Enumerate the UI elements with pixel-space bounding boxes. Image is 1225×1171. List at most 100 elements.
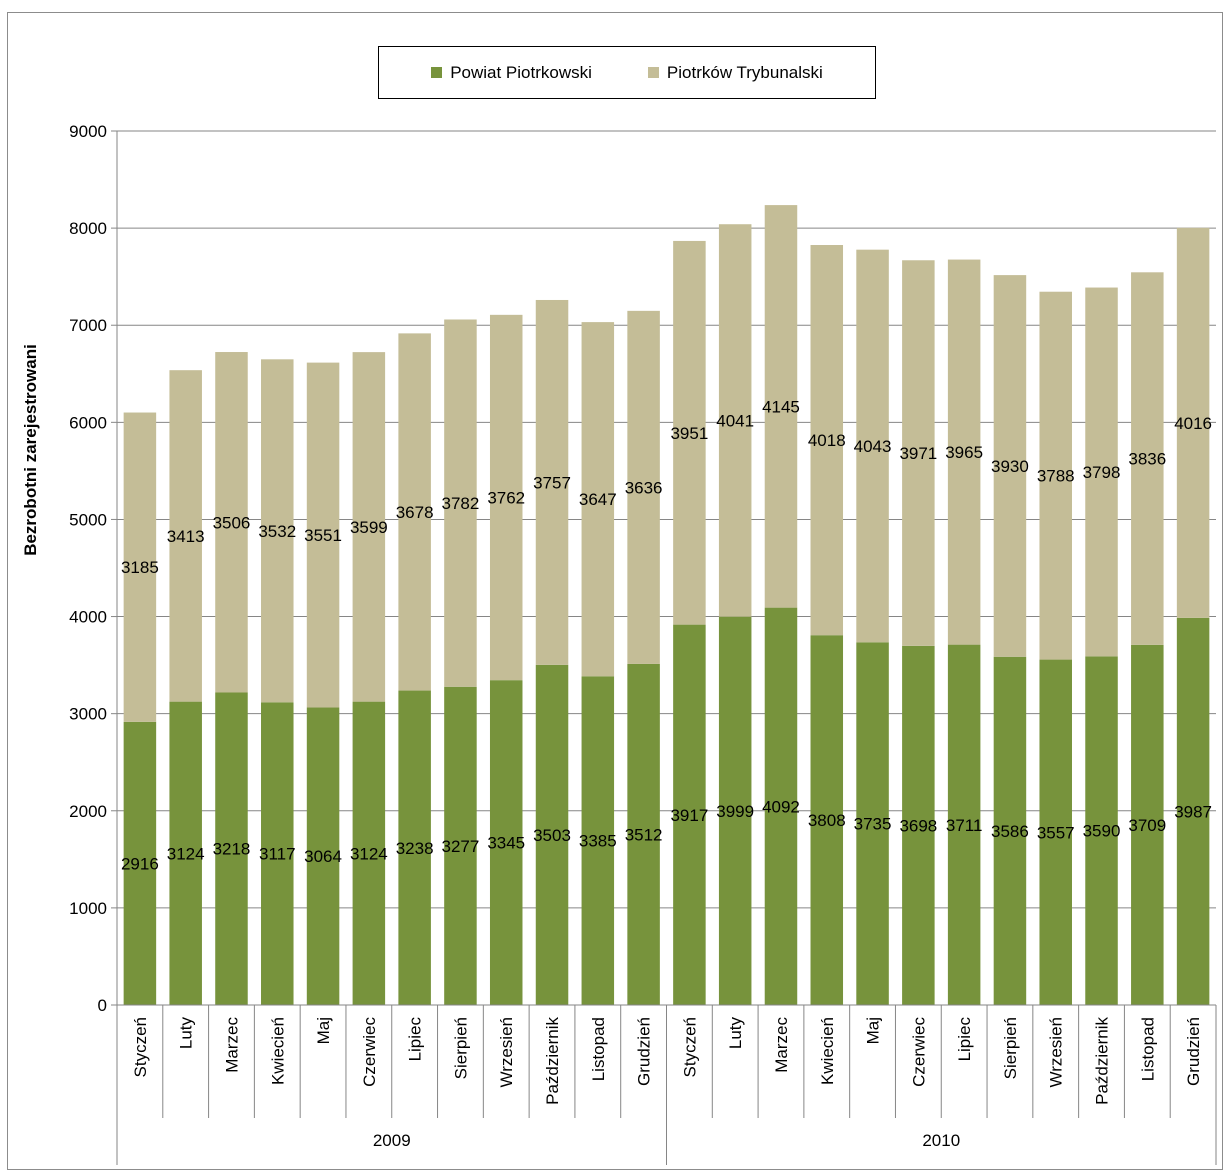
bar-powiat-piotrkowski	[581, 676, 615, 1005]
x-tick-label: Marzec	[772, 1017, 791, 1073]
bar-piotrkow-trybunalski	[993, 275, 1027, 657]
value-label-piotrkow-trybunalski: 3782	[442, 494, 480, 513]
x-tick-label: Listopad	[1138, 1017, 1157, 1081]
value-label-piotrkow-trybunalski: 3788	[1037, 467, 1075, 486]
bar-powiat-piotrkowski	[718, 616, 752, 1005]
x-tick-label: Marzec	[222, 1017, 241, 1073]
x-tick-label: Wrzesień	[1047, 1017, 1066, 1088]
bar-powiat-piotrkowski	[261, 702, 294, 1005]
bar-powiat-piotrkowski	[947, 644, 981, 1005]
bar-powiat-piotrkowski	[1131, 644, 1164, 1005]
bars	[123, 205, 1210, 1005]
bar-powiat-piotrkowski	[902, 645, 935, 1005]
value-label-powiat-piotrkowski: 2916	[121, 854, 159, 873]
x-tick-label: Wrzesień	[497, 1017, 516, 1088]
bar-piotrkow-trybunalski	[489, 314, 523, 681]
axes: 0 1000 2000 3000 4000 5000 6000 7000 8000 9000 Sty…	[69, 122, 1217, 1165]
bar-powiat-piotrkowski	[627, 663, 660, 1005]
value-label-piotrkow-trybunalski: 3647	[579, 490, 617, 509]
bar-piotrkow-trybunalski	[398, 333, 431, 691]
bar-piotrkow-trybunalski	[306, 362, 340, 708]
x-tick-label: Kwiecień	[818, 1017, 837, 1085]
gridlines	[117, 130, 1216, 909]
y-tick-label: 5000	[69, 510, 107, 529]
x-tick-label: Styczeń	[131, 1017, 150, 1077]
value-label-piotrkow-trybunalski: 4018	[808, 431, 846, 450]
value-label-piotrkow-trybunalski: 3965	[945, 443, 983, 462]
x-tick-label: Grudzień	[635, 1017, 654, 1086]
bar-powiat-piotrkowski	[352, 701, 386, 1005]
bar-powiat-piotrkowski	[169, 701, 202, 1005]
bar-piotrkow-trybunalski	[444, 319, 477, 687]
bar-powiat-piotrkowski	[489, 680, 523, 1005]
x-tick-label: Luty	[726, 1017, 745, 1050]
bar-piotrkow-trybunalski	[627, 310, 660, 664]
bar-piotrkow-trybunalski	[856, 249, 889, 643]
value-label-powiat-piotrkowski: 3735	[854, 815, 892, 834]
legend-swatch-series-1	[647, 67, 659, 78]
x-group-label: 2009	[373, 1131, 411, 1150]
value-label-powiat-piotrkowski: 4092	[762, 797, 800, 816]
value-label-powiat-piotrkowski: 3064	[304, 847, 342, 866]
value-label-piotrkow-trybunalski: 3762	[487, 488, 525, 507]
x-tick-label: Maj	[864, 1017, 883, 1044]
value-label-piotrkow-trybunalski: 3757	[533, 473, 571, 492]
y-tick-label: 0	[98, 996, 107, 1015]
x-tick-label: Lipiec	[955, 1017, 974, 1062]
x-tick-label: Listopad	[589, 1017, 608, 1081]
x-tick-label: Czerwiec	[909, 1017, 928, 1087]
value-label-powiat-piotrkowski: 3586	[991, 822, 1029, 841]
bar-piotrkow-trybunalski	[902, 260, 935, 646]
y-tick-label: 1000	[69, 899, 107, 918]
value-label-piotrkow-trybunalski: 3930	[991, 457, 1029, 476]
bar-powiat-piotrkowski	[123, 721, 157, 1005]
x-tick-label: Lipiec	[406, 1017, 425, 1062]
value-label-powiat-piotrkowski: 3117	[259, 845, 296, 864]
x-tick-label: Maj	[314, 1017, 333, 1044]
value-label-powiat-piotrkowski: 3345	[487, 834, 525, 853]
bar-powiat-piotrkowski	[993, 656, 1027, 1005]
value-label-powiat-piotrkowski: 3277	[442, 837, 480, 856]
bar-piotrkow-trybunalski	[1176, 227, 1210, 618]
value-label-piotrkow-trybunalski: 3678	[396, 503, 434, 522]
y-tick-label: 8000	[69, 219, 107, 238]
bar-powiat-piotrkowski	[856, 642, 889, 1005]
bar-piotrkow-trybunalski	[215, 352, 248, 693]
bar-piotrkow-trybunalski	[947, 259, 981, 645]
bar-powiat-piotrkowski	[535, 664, 569, 1005]
value-label-powiat-piotrkowski: 3917	[670, 806, 708, 825]
bar-piotrkow-trybunalski	[764, 205, 798, 608]
y-tick-label: 4000	[69, 608, 107, 627]
bar-powiat-piotrkowski	[764, 607, 798, 1005]
value-label-piotrkow-trybunalski: 3836	[1128, 450, 1166, 469]
value-label-powiat-piotrkowski: 3999	[716, 802, 754, 821]
legend-label-series-0: Powiat Piotrkowski	[450, 62, 592, 82]
value-label-powiat-piotrkowski: 3503	[533, 826, 571, 845]
y-tick-label: 6000	[69, 413, 107, 432]
bar-powiat-piotrkowski	[1085, 656, 1118, 1005]
value-label-piotrkow-trybunalski: 3971	[899, 444, 937, 463]
value-label-piotrkow-trybunalski: 4016	[1174, 414, 1212, 433]
x-tick-label: Grudzień	[1184, 1017, 1203, 1086]
value-label-piotrkow-trybunalski: 4043	[854, 437, 892, 456]
bar-piotrkow-trybunalski	[718, 224, 752, 617]
value-label-powiat-piotrkowski: 3987	[1174, 802, 1212, 821]
bar-piotrkow-trybunalski	[352, 352, 386, 702]
value-label-piotrkow-trybunalski: 3951	[670, 424, 708, 443]
value-label-powiat-piotrkowski: 3385	[579, 832, 617, 851]
bar-powiat-piotrkowski	[1176, 617, 1210, 1005]
bar-piotrkow-trybunalski	[1085, 287, 1118, 657]
bar-powiat-piotrkowski	[306, 707, 340, 1005]
value-label-piotrkow-trybunalski: 3185	[121, 558, 159, 577]
value-label-powiat-piotrkowski: 3711	[946, 816, 983, 835]
bar-powiat-piotrkowski	[398, 690, 431, 1005]
bar-powiat-piotrkowski	[673, 624, 706, 1005]
y-tick-label: 9000	[69, 122, 107, 141]
x-group-label: 2010	[922, 1131, 960, 1150]
y-tick-label: 7000	[69, 316, 107, 335]
x-tick-label: Kwiecień	[268, 1017, 287, 1085]
bar-piotrkow-trybunalski	[261, 359, 294, 703]
y-axis-title: Bezrobotni zarejestrowani	[21, 344, 40, 556]
value-label-powiat-piotrkowski: 3698	[899, 816, 937, 835]
